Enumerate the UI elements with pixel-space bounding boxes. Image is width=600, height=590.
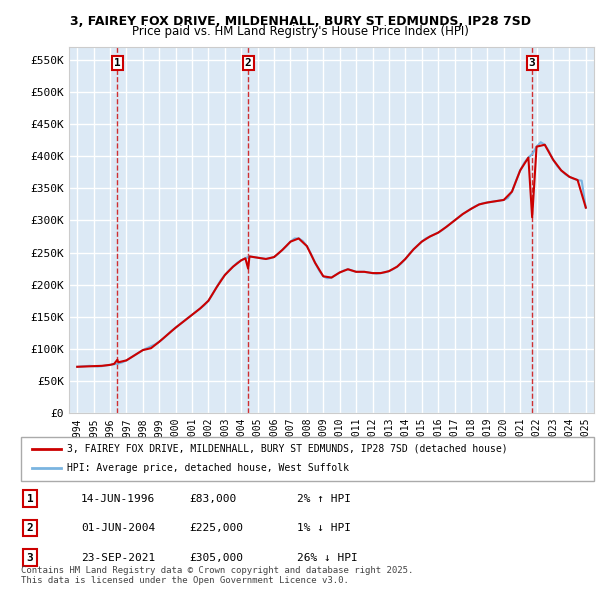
Text: 3, FAIREY FOX DRIVE, MILDENHALL, BURY ST EDMUNDS, IP28 7SD (detached house): 3, FAIREY FOX DRIVE, MILDENHALL, BURY ST… (67, 444, 508, 454)
Text: 23-SEP-2021: 23-SEP-2021 (81, 553, 155, 562)
Text: £83,000: £83,000 (189, 494, 236, 503)
FancyBboxPatch shape (21, 437, 594, 481)
Text: 2: 2 (26, 523, 34, 533)
Text: 2% ↑ HPI: 2% ↑ HPI (297, 494, 351, 503)
Text: Price paid vs. HM Land Registry's House Price Index (HPI): Price paid vs. HM Land Registry's House … (131, 25, 469, 38)
Text: 3: 3 (26, 553, 34, 562)
Text: £305,000: £305,000 (189, 553, 243, 562)
Text: 01-JUN-2004: 01-JUN-2004 (81, 523, 155, 533)
Text: 2: 2 (245, 58, 251, 68)
Text: 14-JUN-1996: 14-JUN-1996 (81, 494, 155, 503)
Text: 1% ↓ HPI: 1% ↓ HPI (297, 523, 351, 533)
Text: 1: 1 (26, 494, 34, 503)
Text: 3, FAIREY FOX DRIVE, MILDENHALL, BURY ST EDMUNDS, IP28 7SD: 3, FAIREY FOX DRIVE, MILDENHALL, BURY ST… (70, 15, 530, 28)
Text: Contains HM Land Registry data © Crown copyright and database right 2025.
This d: Contains HM Land Registry data © Crown c… (21, 566, 413, 585)
Text: 3: 3 (529, 58, 536, 68)
Text: HPI: Average price, detached house, West Suffolk: HPI: Average price, detached house, West… (67, 464, 349, 473)
Text: 1: 1 (114, 58, 121, 68)
Text: 26% ↓ HPI: 26% ↓ HPI (297, 553, 358, 562)
Text: £225,000: £225,000 (189, 523, 243, 533)
